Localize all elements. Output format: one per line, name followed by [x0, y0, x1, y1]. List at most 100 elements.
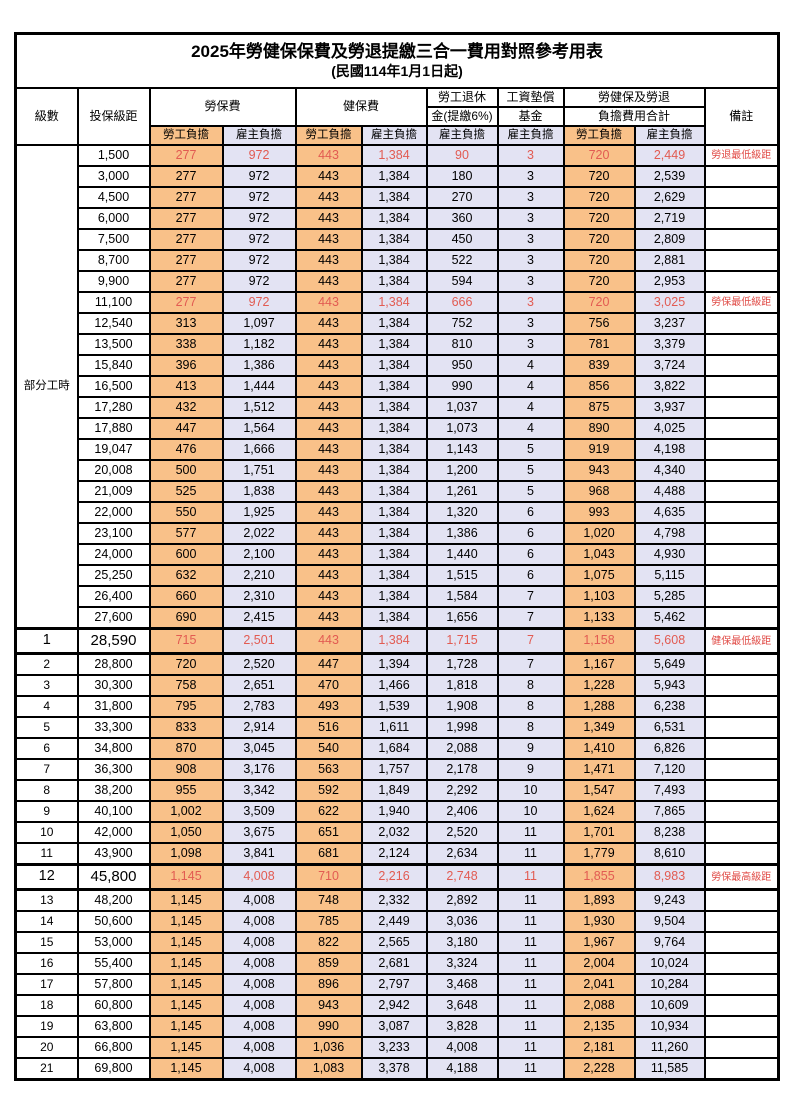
health-employer-cell: 1,384 [360, 270, 428, 293]
table-row: 4 31,800 795 2,783 493 1,539 1,908 8 1,288 6,238 [14, 695, 780, 718]
health-employee-cell: 443 [294, 480, 363, 503]
salary-cell: 25,250 [76, 564, 151, 587]
health-employee-cell: 681 [294, 842, 363, 866]
total-employee-cell: 875 [562, 396, 636, 419]
labor-employee-cell: 550 [148, 501, 224, 524]
subheader-labor-employer: 雇主負擔 [221, 125, 297, 146]
total-employee-cell: 1,228 [562, 674, 636, 697]
total-employer-cell: 3,025 [633, 291, 706, 314]
wage-fund-employer-cell: 10 [496, 779, 565, 802]
total-employee-cell: 720 [562, 249, 636, 272]
salary-cell: 16,500 [76, 375, 151, 398]
wage-fund-employer-cell: 7 [496, 627, 565, 655]
total-employer-cell: 5,943 [633, 674, 706, 697]
salary-cell: 63,800 [76, 1015, 151, 1038]
labor-employer-cell: 3,841 [221, 842, 297, 866]
labor-employer-cell: 972 [221, 144, 297, 167]
health-employee-cell: 443 [294, 354, 363, 377]
subheader-health-employee: 勞工負擔 [294, 125, 363, 146]
column-header-pension-line1: 勞工退休 [425, 87, 499, 108]
labor-employee-cell: 277 [148, 186, 224, 209]
total-employer-cell: 4,025 [633, 417, 706, 440]
table-row: 21,009 525 1,838 443 1,384 1,261 5 968 4,488 [16, 480, 780, 503]
table-row: 15 53,000 1,145 4,008 822 2,565 3,180 11 1,967 9,… [14, 931, 780, 954]
total-employee-cell: 1,547 [562, 779, 636, 802]
health-employer-cell: 1,384 [360, 522, 428, 545]
total-employer-cell: 4,198 [633, 438, 706, 461]
labor-employer-cell: 1,386 [221, 354, 297, 377]
table-row: 19 63,800 1,145 4,008 990 3,087 3,828 11 2,135 10… [14, 1015, 780, 1038]
table-body: 部分工時 1,500 277 972 443 1,384 90 3 720 2,449 勞退最低級距… [14, 144, 780, 1081]
total-employer-cell: 6,238 [633, 695, 706, 718]
health-employee-cell: 443 [294, 564, 363, 587]
level-cell: 18 [14, 994, 79, 1017]
labor-employer-cell: 972 [221, 228, 297, 251]
pension-employer-cell: 2,292 [425, 779, 499, 802]
table-row: 16 55,400 1,145 4,008 859 2,681 3,324 11 2,004 10… [14, 952, 780, 975]
health-employer-cell: 1,384 [360, 585, 428, 608]
labor-employer-cell: 972 [221, 249, 297, 272]
pension-employer-cell: 180 [425, 165, 499, 188]
salary-cell: 60,800 [76, 994, 151, 1017]
health-employee-cell: 592 [294, 779, 363, 802]
total-employee-cell: 2,181 [562, 1036, 636, 1059]
table-title-block: 2025年勞健保保費及勞退提繳三合一費用對照參考用表 (民國114年1月1日起) [14, 32, 780, 89]
wage-fund-employer-cell: 3 [496, 270, 565, 293]
labor-employer-cell: 4,008 [221, 910, 297, 933]
salary-cell: 4,500 [76, 186, 151, 209]
pension-employer-cell: 1,200 [425, 459, 499, 482]
health-employer-cell: 1,384 [360, 249, 428, 272]
labor-employee-cell: 396 [148, 354, 224, 377]
total-employee-cell: 720 [562, 207, 636, 230]
health-employer-cell: 1,384 [360, 543, 428, 566]
health-employer-cell: 1,384 [360, 564, 428, 587]
health-employee-cell: 443 [294, 627, 363, 655]
remark-cell [703, 1057, 780, 1081]
remark-cell [703, 758, 780, 781]
column-header-remark: 備註 [703, 87, 780, 146]
total-employee-cell: 781 [562, 333, 636, 356]
column-header-salary-bracket: 投保級距 [76, 87, 151, 146]
labor-employee-cell: 870 [148, 737, 224, 760]
part-time-label: 部分工時 [14, 144, 79, 630]
remark-cell [703, 952, 780, 975]
table-row: 7,500 277 972 443 1,384 450 3 720 2,809 [16, 228, 780, 251]
column-header-total-line1: 勞健保及勞退 [562, 87, 706, 108]
pension-employer-cell: 1,143 [425, 438, 499, 461]
total-employer-cell: 3,237 [633, 312, 706, 335]
remark-cell [703, 1015, 780, 1038]
health-employer-cell: 2,942 [360, 994, 428, 1017]
total-employee-cell: 1,410 [562, 737, 636, 760]
pension-employer-cell: 2,748 [425, 863, 499, 891]
total-employee-cell: 720 [562, 270, 636, 293]
salary-cell: 50,600 [76, 910, 151, 933]
labor-employer-cell: 1,444 [221, 375, 297, 398]
labor-employer-cell: 972 [221, 270, 297, 293]
pension-employer-cell: 4,188 [425, 1057, 499, 1081]
health-employer-cell: 2,216 [360, 863, 428, 891]
labor-employer-cell: 1,097 [221, 312, 297, 335]
remark-cell [703, 375, 780, 398]
labor-employer-cell: 4,008 [221, 1015, 297, 1038]
total-employee-cell: 1,701 [562, 821, 636, 844]
pension-employer-cell: 1,440 [425, 543, 499, 566]
health-employee-cell: 943 [294, 994, 363, 1017]
health-employer-cell: 1,757 [360, 758, 428, 781]
salary-cell: 36,300 [76, 758, 151, 781]
health-employee-cell: 443 [294, 333, 363, 356]
labor-employee-cell: 1,145 [148, 973, 224, 996]
total-employee-cell: 2,228 [562, 1057, 636, 1081]
pension-employer-cell: 1,728 [425, 652, 499, 676]
salary-cell: 34,800 [76, 737, 151, 760]
total-employer-cell: 4,635 [633, 501, 706, 524]
total-employee-cell: 720 [562, 165, 636, 188]
total-employer-cell: 2,809 [633, 228, 706, 251]
total-employer-cell: 10,934 [633, 1015, 706, 1038]
level-cell: 9 [14, 800, 79, 823]
level-cell: 16 [14, 952, 79, 975]
table-row: 15,840 396 1,386 443 1,384 950 4 839 3,724 [16, 354, 780, 377]
health-employer-cell: 2,565 [360, 931, 428, 954]
wage-fund-employer-cell: 5 [496, 480, 565, 503]
remark-cell [703, 652, 780, 676]
wage-fund-employer-cell: 10 [496, 800, 565, 823]
